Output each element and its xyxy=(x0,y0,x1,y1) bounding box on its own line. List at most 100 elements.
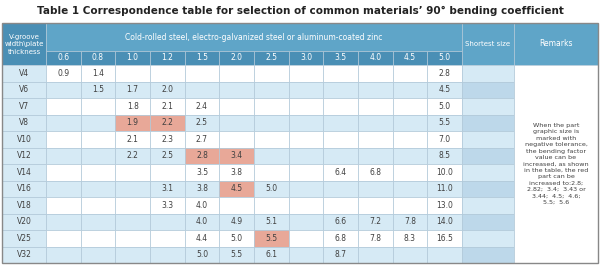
Text: 16.5: 16.5 xyxy=(436,234,453,243)
Bar xyxy=(80,114,115,131)
Text: 5.0: 5.0 xyxy=(439,54,451,63)
Bar xyxy=(2,23,46,65)
Bar xyxy=(462,131,514,148)
Bar xyxy=(392,82,427,98)
Bar xyxy=(462,98,514,114)
Text: 2.1: 2.1 xyxy=(161,102,173,111)
Bar xyxy=(392,230,427,246)
Bar xyxy=(46,214,80,230)
Bar xyxy=(220,164,254,180)
Bar xyxy=(427,131,462,148)
Bar xyxy=(150,197,185,214)
Text: 4.4: 4.4 xyxy=(196,234,208,243)
Text: V4: V4 xyxy=(19,69,29,78)
Bar xyxy=(185,148,220,164)
Bar xyxy=(323,246,358,263)
Text: 1.2: 1.2 xyxy=(161,54,173,63)
Bar xyxy=(220,246,254,263)
Bar xyxy=(115,131,150,148)
Bar xyxy=(514,23,598,65)
Bar xyxy=(2,65,46,82)
Text: Shortest size: Shortest size xyxy=(466,41,511,47)
Text: 1.0: 1.0 xyxy=(127,54,139,63)
Bar xyxy=(323,180,358,197)
Bar xyxy=(150,214,185,230)
Bar xyxy=(150,51,185,65)
Bar xyxy=(150,148,185,164)
Bar xyxy=(2,214,46,230)
Bar xyxy=(358,214,392,230)
Bar xyxy=(2,180,46,197)
Bar xyxy=(2,82,46,98)
Bar xyxy=(185,180,220,197)
Text: 2.5: 2.5 xyxy=(161,151,173,160)
Text: 2.7: 2.7 xyxy=(196,135,208,144)
Text: V-groove
width\plate
thickness: V-groove width\plate thickness xyxy=(4,33,44,55)
Text: V14: V14 xyxy=(17,168,31,177)
Bar xyxy=(46,98,80,114)
Bar xyxy=(115,148,150,164)
Text: 3.1: 3.1 xyxy=(161,184,173,193)
Bar xyxy=(254,98,289,114)
Text: 8.5: 8.5 xyxy=(439,151,451,160)
Bar xyxy=(2,230,46,246)
Text: 2.0: 2.0 xyxy=(161,85,173,94)
Bar xyxy=(80,214,115,230)
Bar xyxy=(220,148,254,164)
Bar xyxy=(323,65,358,82)
Bar xyxy=(427,230,462,246)
Bar xyxy=(254,230,289,246)
Bar xyxy=(220,51,254,65)
Bar xyxy=(427,114,462,131)
Bar xyxy=(462,148,514,164)
Text: 3.8: 3.8 xyxy=(230,168,242,177)
Bar xyxy=(358,65,392,82)
Bar xyxy=(254,180,289,197)
Text: 4.5: 4.5 xyxy=(439,85,451,94)
Bar xyxy=(358,82,392,98)
Bar xyxy=(462,164,514,180)
Bar xyxy=(46,51,80,65)
Bar xyxy=(115,197,150,214)
Bar xyxy=(46,23,462,51)
Bar xyxy=(427,214,462,230)
Bar xyxy=(46,164,80,180)
Bar xyxy=(254,131,289,148)
Text: 2.0: 2.0 xyxy=(230,54,242,63)
Bar xyxy=(427,180,462,197)
Text: V18: V18 xyxy=(17,201,31,210)
Text: 5.0: 5.0 xyxy=(196,250,208,259)
Text: 2.3: 2.3 xyxy=(161,135,173,144)
Text: 2.5: 2.5 xyxy=(196,118,208,127)
Bar xyxy=(220,131,254,148)
Bar xyxy=(358,148,392,164)
Bar xyxy=(254,197,289,214)
Bar xyxy=(358,246,392,263)
Bar xyxy=(289,230,323,246)
Text: 5.0: 5.0 xyxy=(230,234,243,243)
Bar xyxy=(462,23,514,65)
Text: 3.3: 3.3 xyxy=(161,201,173,210)
Bar xyxy=(358,164,392,180)
Bar xyxy=(46,131,80,148)
Bar xyxy=(358,51,392,65)
Bar xyxy=(323,164,358,180)
Bar xyxy=(392,98,427,114)
Bar xyxy=(427,148,462,164)
Bar xyxy=(220,98,254,114)
Bar xyxy=(46,65,80,82)
Bar xyxy=(185,114,220,131)
Bar xyxy=(462,197,514,214)
Bar xyxy=(289,180,323,197)
Text: 6.6: 6.6 xyxy=(335,217,347,226)
Bar xyxy=(185,230,220,246)
Text: Table 1 Correspondence table for selection of common materials’ 90° bending coef: Table 1 Correspondence table for selecti… xyxy=(37,6,563,16)
Bar xyxy=(150,82,185,98)
Text: 1.4: 1.4 xyxy=(92,69,104,78)
Bar xyxy=(358,197,392,214)
Text: 1.5: 1.5 xyxy=(92,85,104,94)
Bar xyxy=(514,65,598,263)
Bar xyxy=(150,98,185,114)
Text: 6.8: 6.8 xyxy=(335,234,347,243)
Bar xyxy=(392,131,427,148)
